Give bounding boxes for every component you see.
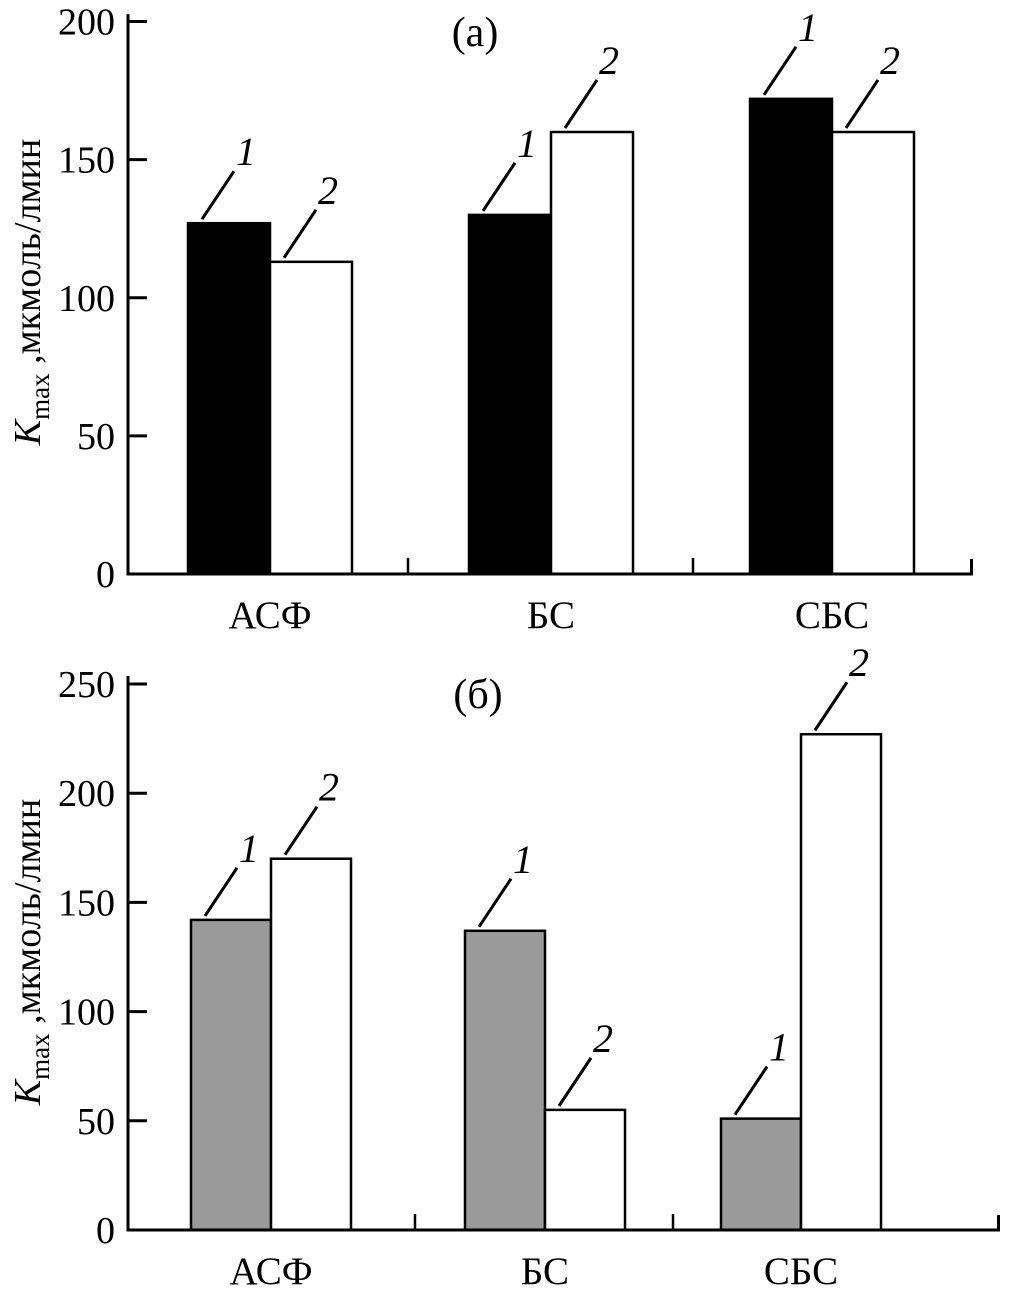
panel-a-annotation-СБС-1: 1	[798, 5, 818, 50]
panel-a-ytick-label-150: 150	[58, 140, 115, 182]
panel-b-leader-БС-1	[477, 877, 513, 928]
panel-b-leader-СБС-1	[733, 1065, 769, 1116]
panel-b-leader-АСФ-1	[203, 867, 239, 917]
panel-b-annotation-СБС-2: 2	[849, 640, 869, 685]
panel-b-category-СБС: СБС	[764, 1250, 838, 1293]
panel-b-ytick-label-150: 150	[58, 882, 115, 924]
panel-b-ytick-label-0: 0	[96, 1210, 115, 1252]
panel-b-annotation-АСФ-1: 1	[239, 826, 259, 871]
panel-a-ytick-label-0: 0	[96, 554, 115, 596]
panel-b-bar-СБС-2	[799, 732, 883, 1232]
panel-b-category-БС: БС	[521, 1250, 569, 1293]
panel-a-y-axis-label: Kmax ,мкмоль/лмин	[7, 139, 55, 446]
panel-a-bar-СБС-1	[748, 97, 834, 576]
panel-b-annotation-БС-1: 1	[513, 837, 533, 882]
panel-a-bar-СБС-2	[830, 130, 916, 576]
panel-a-category-БС: БС	[527, 594, 575, 637]
panel-b-ytick-label-50: 50	[77, 1101, 115, 1143]
panel-a-annotation-БС-2: 2	[599, 38, 619, 83]
panel-b-bar-БС-2	[543, 1108, 627, 1232]
panel-b-leader-АСФ-2	[283, 805, 319, 856]
panel-b-bar-БС-1	[463, 929, 547, 1232]
panel-a-bar-БС-1	[467, 213, 553, 576]
panel-b-annotation-АСФ-2: 2	[319, 765, 339, 810]
panel-b-leader-СБС-2	[813, 681, 849, 732]
panel-a-bar-БС-2	[549, 130, 635, 576]
panel-a-category-СБС: СБС	[795, 594, 869, 637]
panel-b-title: (б)	[453, 672, 502, 718]
panel-a-ytick-label-100: 100	[58, 278, 115, 320]
panel-b-annotation-БС-2: 2	[593, 1016, 613, 1061]
panel-a-leader-БС-2	[563, 79, 599, 129]
panel-b-bar-АСФ-1	[189, 918, 273, 1232]
panel-b-bar-АСФ-2	[269, 857, 353, 1232]
panel-a-ytick-label-50: 50	[77, 416, 115, 458]
panel-b-leader-БС-2	[557, 1057, 593, 1107]
panel-a-title: (а)	[452, 10, 499, 56]
panel-a-bar-АСФ-2	[268, 260, 354, 576]
panel-b-ytick-label-100: 100	[58, 992, 115, 1034]
panel-a-leader-АСФ-2	[282, 209, 318, 259]
panel-b-annotation-СБС-1: 1	[769, 1025, 789, 1070]
panel-a: 1 2 АСФ 1 2 БС 1 2 СБС 0 50 100 150 200 (а) Kmax ,мкмол…	[7, 2, 973, 637]
panel-a-leader-СБС-2	[844, 79, 880, 129]
panel-b-category-АСФ: АСФ	[229, 1250, 312, 1293]
panel-b-ytick-label-250: 250	[58, 664, 115, 706]
panel-b-y-axis-label: Kmax ,мкмоль/лмин	[7, 799, 55, 1106]
panel-a-category-АСФ: АСФ	[228, 594, 311, 637]
panel-b-bar-СБС-1	[719, 1117, 803, 1232]
panel-a-annotation-БС-1: 1	[517, 121, 537, 166]
panel-a-annotation-АСФ-1: 1	[236, 129, 256, 174]
panel-a-annotation-АСФ-2: 2	[318, 168, 338, 213]
panel-a-annotation-СБС-2: 2	[880, 38, 900, 83]
panel-a-leader-АСФ-1	[200, 170, 236, 220]
panel-a-leader-БС-1	[481, 162, 517, 212]
panel-b-ytick-label-200: 200	[58, 773, 115, 815]
panel-b: 1 2 АСФ 1 2 БС 1 2 СБС 0 50 100 150 200 250 (б) Kmax ,мк…	[7, 640, 1000, 1293]
panel-a-ytick-label-200: 200	[58, 2, 115, 44]
panel-a-bar-АСФ-1	[186, 221, 272, 576]
panel-a-leader-СБС-1	[762, 46, 798, 96]
